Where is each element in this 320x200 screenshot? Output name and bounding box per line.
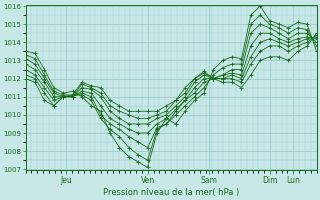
X-axis label: Pression niveau de la mer( hPa ): Pression niveau de la mer( hPa ) — [103, 188, 239, 197]
